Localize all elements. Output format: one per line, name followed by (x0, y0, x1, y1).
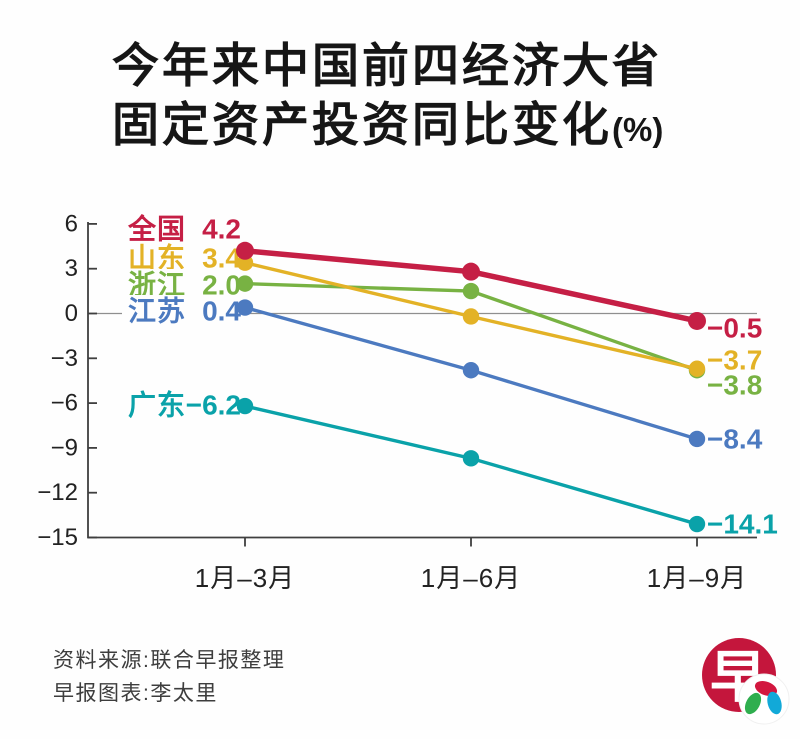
end-value-jiangsu: −8.4 (707, 424, 763, 455)
title-unit: (%) (612, 111, 664, 148)
footer: 资料来源:联合早报整理 早报图表:李太里 (53, 644, 285, 710)
data-point-zhejiang-1 (462, 282, 480, 300)
data-point-national-1 (462, 262, 480, 281)
legend-name-shandong: 山东 (128, 242, 186, 274)
data-point-jiangsu-0 (236, 299, 254, 316)
logo-petal-cyan (767, 691, 782, 715)
data-point-national-0 (236, 241, 254, 260)
legend-mask-jiangsu (122, 295, 244, 326)
logo-petal-green (744, 692, 762, 715)
y-tick-label: 3 (65, 255, 78, 282)
legend-value-national: 4.2 (202, 214, 241, 245)
legend-mask-guangdong (122, 389, 244, 420)
end-value-zhejiang: −3.8 (707, 370, 762, 401)
y-tick-label: 6 (65, 210, 78, 237)
legend-mask-shandong (122, 242, 244, 273)
data-point-shandong-2 (688, 360, 706, 377)
y-tick-label: −6 (51, 390, 78, 417)
y-tick-label: 0 (65, 300, 78, 327)
y-tick-label: −15 (37, 524, 78, 551)
data-point-guangdong-0 (236, 397, 254, 415)
end-value-guangdong: −14.1 (707, 509, 778, 540)
chart-title: 今年来中国前四经济大省 固定资产投资同比变化(%) (112, 36, 663, 159)
x-category-label: 1月–9月 (647, 563, 747, 593)
legend-value-guangdong: −6.2 (186, 390, 241, 421)
end-value-national: −0.5 (707, 313, 762, 344)
source-note: 资料来源:联合早报整理 (53, 649, 286, 672)
credit-note: 早报图表:李太里 (53, 682, 218, 705)
legend-name-national: 全国 (127, 213, 186, 245)
legend-name-guangdong: 广东 (128, 389, 186, 421)
title-line2: 固定资产投资同比变化(%) (112, 98, 664, 151)
end-value-shandong: −3.7 (707, 345, 762, 376)
x-category-label: 1月–3月 (195, 563, 295, 593)
legend-mask-zhejiang (122, 269, 244, 300)
data-point-national-2 (688, 311, 706, 330)
y-tick-label: −9 (51, 434, 78, 461)
legend-value-shandong: 3.4 (202, 243, 241, 274)
y-tick-label: −12 (37, 479, 78, 506)
y-tick-label: −3 (51, 345, 78, 372)
data-point-shandong-1 (462, 308, 480, 325)
data-point-guangdong-2 (688, 515, 706, 533)
title-line1: 今年来中国前四经济大省 (112, 39, 662, 92)
legend-name-jiangsu: 江苏 (128, 296, 186, 327)
legend-mask-national (122, 213, 244, 244)
zaobao-logo: 早 (702, 638, 790, 725)
legend-value-jiangsu: 0.4 (202, 296, 241, 327)
data-point-guangdong-1 (462, 450, 480, 467)
data-point-zhejiang-0 (236, 275, 254, 292)
data-point-jiangsu-2 (688, 430, 706, 448)
x-category-label: 1月–6月 (421, 563, 521, 593)
data-point-jiangsu-1 (462, 362, 480, 379)
